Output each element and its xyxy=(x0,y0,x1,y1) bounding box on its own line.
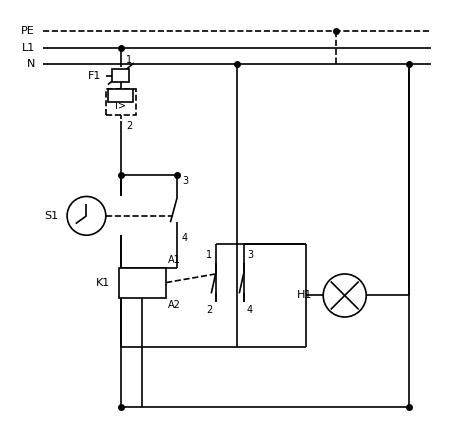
Text: 3: 3 xyxy=(247,250,253,260)
Text: 3: 3 xyxy=(182,176,188,186)
Text: S1: S1 xyxy=(44,211,58,221)
Text: L1: L1 xyxy=(21,43,35,53)
Text: 2: 2 xyxy=(206,305,212,315)
Bar xyxy=(112,69,129,82)
Text: 4: 4 xyxy=(247,305,253,315)
Text: N: N xyxy=(27,59,35,69)
Text: 1: 1 xyxy=(206,250,212,260)
Bar xyxy=(108,89,133,102)
Text: F1: F1 xyxy=(88,71,101,81)
Bar xyxy=(119,268,166,298)
Text: 1: 1 xyxy=(126,55,132,65)
Text: A1: A1 xyxy=(168,255,181,266)
Text: PE: PE xyxy=(21,26,35,36)
Text: K1: K1 xyxy=(96,278,110,288)
Text: 2: 2 xyxy=(126,121,133,131)
Bar xyxy=(106,89,136,115)
Text: A2: A2 xyxy=(168,300,181,310)
Text: 4: 4 xyxy=(182,233,188,243)
Text: I>: I> xyxy=(115,101,127,111)
Text: H1: H1 xyxy=(297,290,313,300)
